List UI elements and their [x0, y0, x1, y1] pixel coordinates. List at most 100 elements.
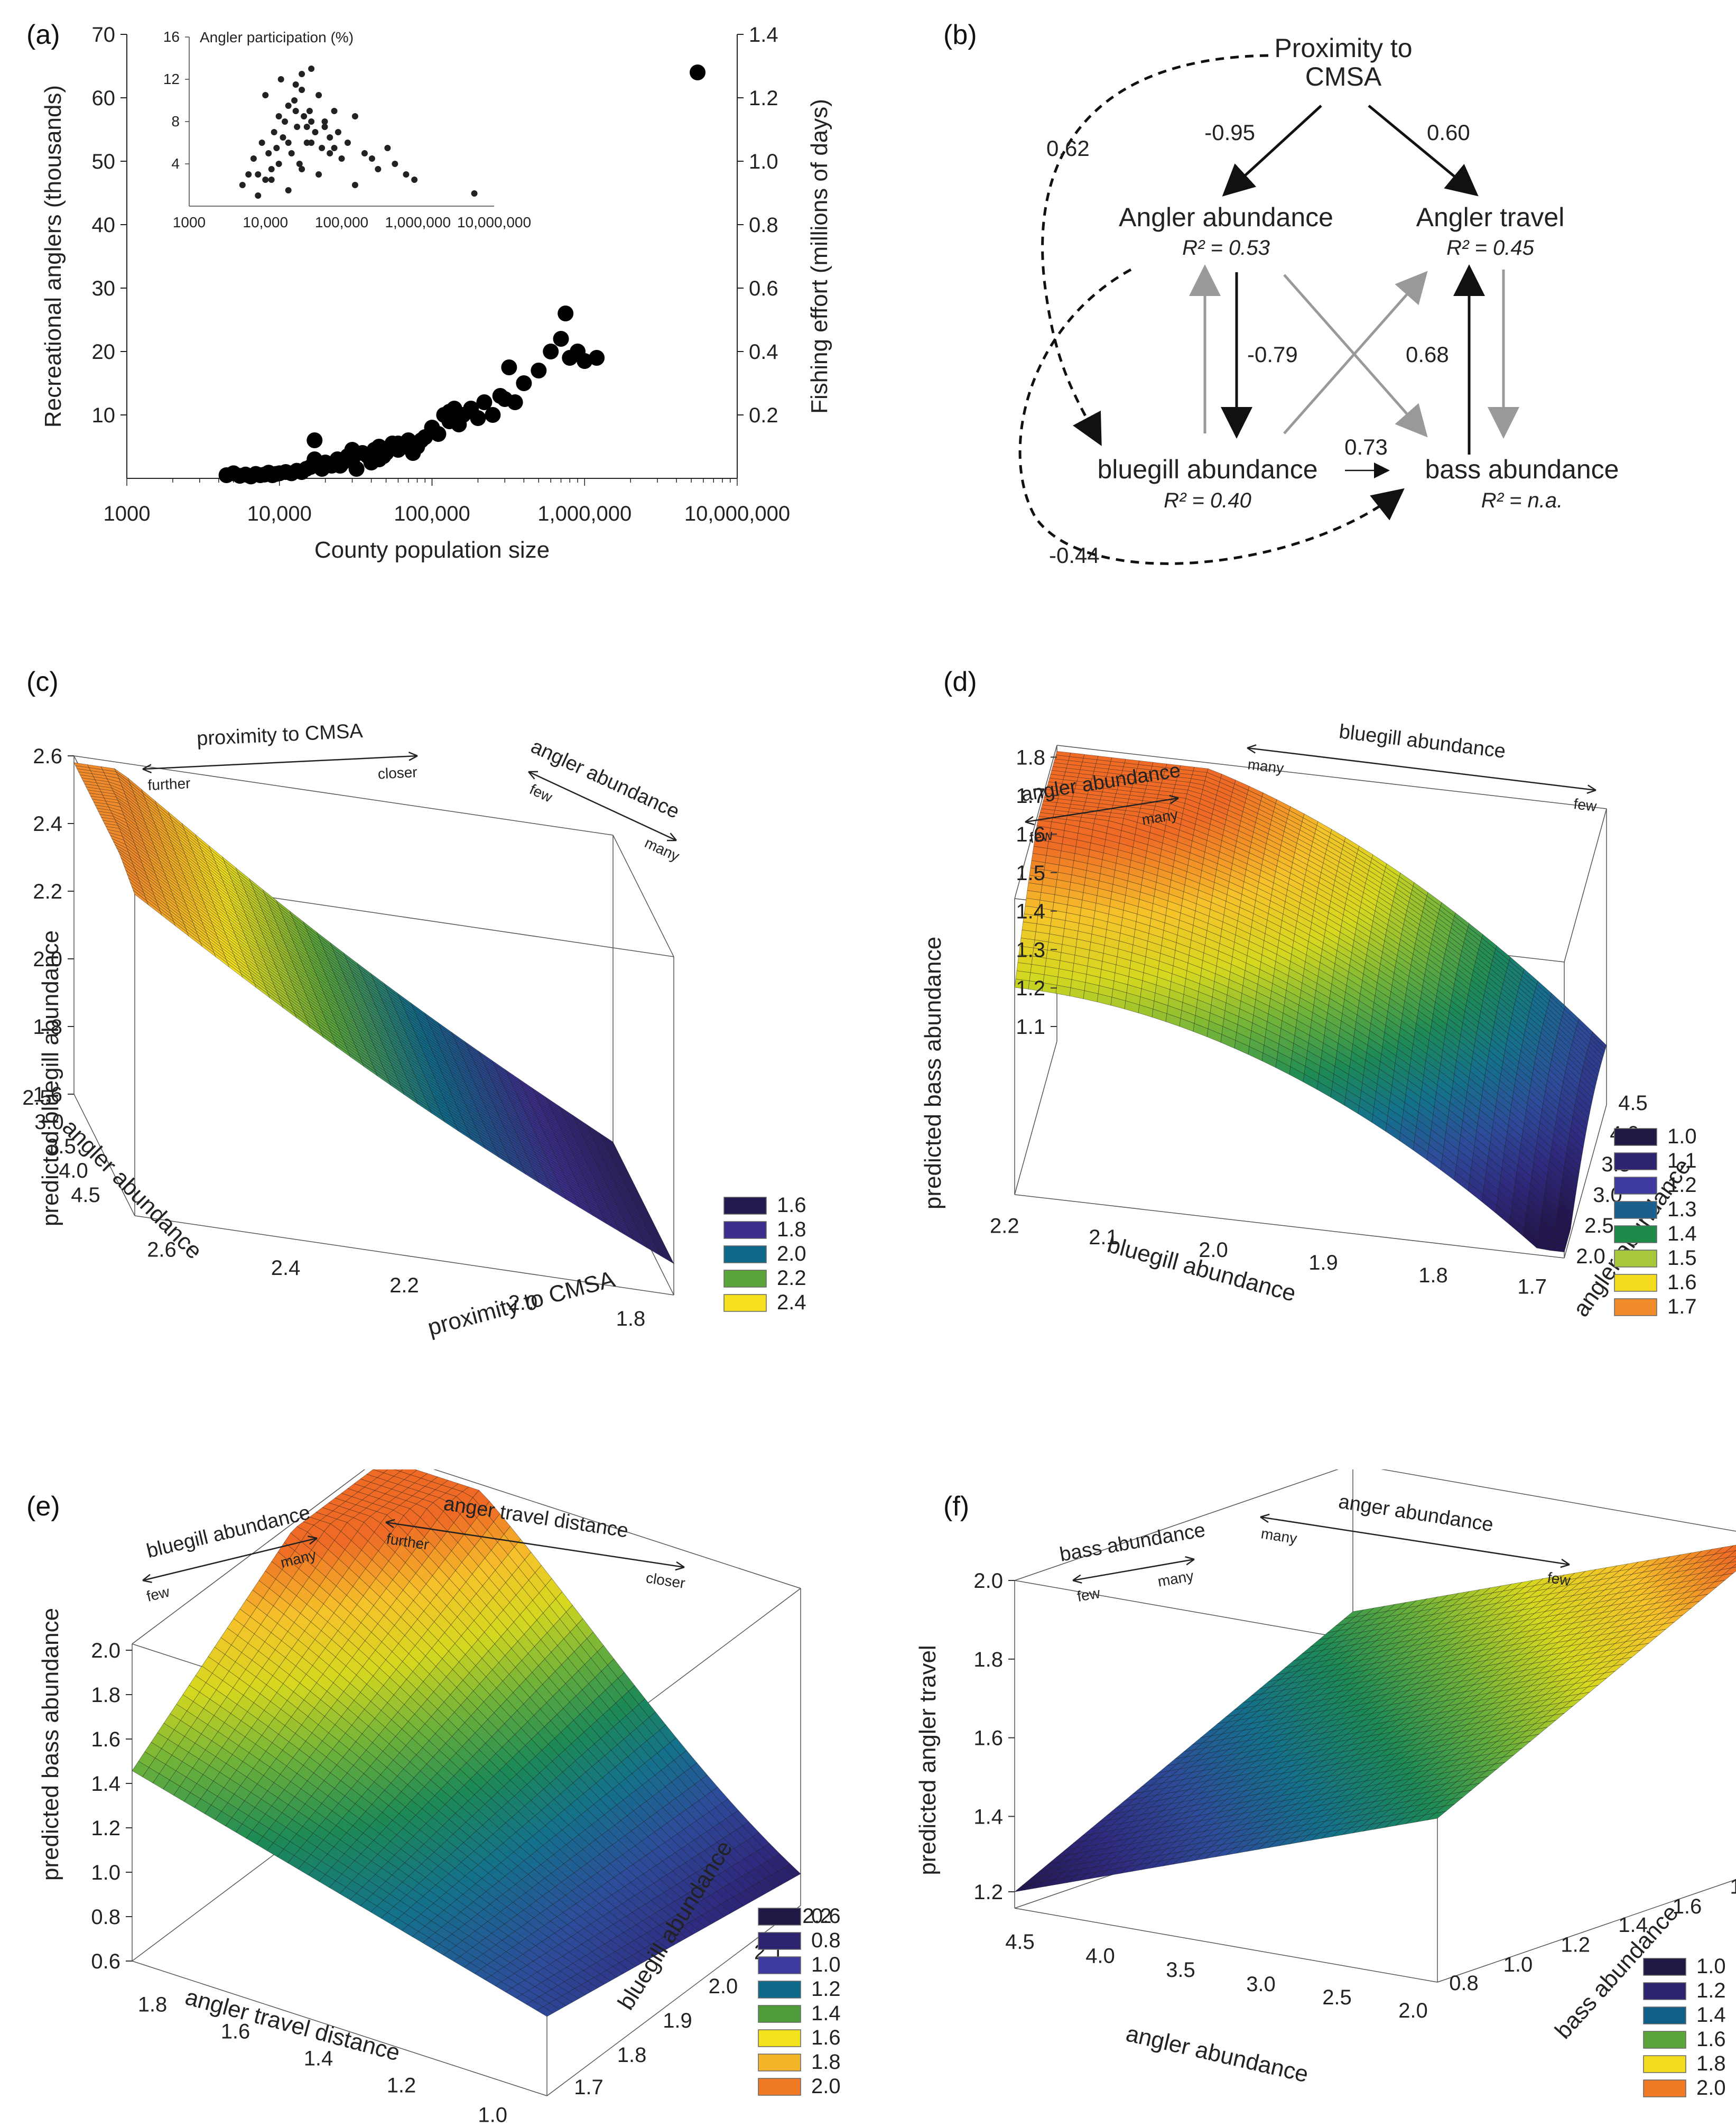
legend-label-d: 1.2: [1667, 1173, 1697, 1197]
inset-data-point: [285, 187, 292, 193]
x-tick-label-c: 2.4: [271, 1256, 301, 1280]
inset-data-point: [255, 171, 261, 178]
inset-title: Angler participation (%): [200, 29, 354, 45]
node-angler-travel-r2: R² = 0.45: [1446, 236, 1534, 260]
inset-data-point: [291, 97, 298, 104]
y-tick-label-a: 40: [92, 214, 116, 237]
box-edge-d: [1015, 1041, 1057, 1195]
inset-data-point: [308, 66, 314, 72]
legend-label-c: 2.2: [777, 1266, 806, 1290]
legend-label-c: 1.6: [777, 1194, 806, 1217]
z-tick-label-c: 2.4: [33, 812, 62, 836]
z-tick-label-d: 1.1: [1016, 1015, 1045, 1039]
z-tick-label-d: 1.2: [1016, 977, 1045, 1000]
inset-data-point: [352, 113, 358, 119]
edge-prox-ang-coef: -0.95: [1204, 120, 1255, 145]
x-tick-label-d: 1.9: [1308, 1251, 1338, 1274]
top-axis-title-d: bluegill abundance: [1338, 720, 1507, 763]
x-axis-label-c: proximity to CMSA: [425, 1266, 618, 1341]
legend-swatch-d: [1614, 1201, 1657, 1218]
inset-data-point: [307, 108, 313, 114]
data-point-a: [470, 410, 486, 426]
inset-data-point: [319, 145, 325, 151]
x-tick-label-a: 10,000,000: [684, 502, 790, 525]
z-axis-label-c: predicted bluegill abundance: [38, 930, 63, 1226]
legend-label-c: 1.8: [777, 1218, 806, 1241]
data-point-a: [558, 306, 573, 321]
inset-x-tick-label: 10,000,000: [457, 214, 531, 230]
legend-label-c: 2.4: [777, 1291, 806, 1314]
inset-data-point: [331, 145, 338, 151]
inset-data-point: [375, 166, 381, 172]
inset-data-point: [471, 190, 478, 197]
legend-label-d: 1.3: [1667, 1198, 1697, 1221]
inset-data-point: [312, 129, 318, 135]
y-tick-label-a: 70: [92, 23, 116, 47]
legend-swatch-c: [724, 1270, 766, 1287]
x-tick-label-c: 1.8: [616, 1307, 646, 1330]
y2-axis-label-a: Fishing effort (millions of days): [806, 99, 832, 414]
z-axis-label-d: predicted bass abundance: [920, 937, 946, 1209]
inset-data-point: [250, 155, 257, 162]
surface-chart-e: 0.60.81.01.21.41.61.82.01.81.61.41.21.01…: [0, 1469, 867, 2124]
data-point-a: [485, 407, 500, 423]
legend-swatch-d: [1614, 1226, 1657, 1243]
x-tick-label-a: 10,000: [247, 502, 312, 525]
panel-label-b: (b): [943, 19, 977, 51]
top-axis-right-d: few: [1573, 796, 1598, 815]
x-tick-label-a: 1000: [104, 502, 151, 525]
data-point-a: [501, 359, 517, 375]
inset-data-point: [301, 113, 307, 119]
data-point-a: [589, 350, 605, 366]
inset-data-point: [259, 140, 265, 146]
inset-data-point: [331, 108, 338, 114]
inset-y-tick-label: 8: [171, 113, 180, 130]
edge-ang-bass-coef: -0.44: [1049, 543, 1100, 568]
z-tick-label-d: 1.3: [1016, 938, 1045, 961]
inset-data-point: [299, 87, 305, 93]
legend-swatch-d: [1614, 1299, 1657, 1316]
box-edge-d: [1564, 809, 1607, 962]
x-tick-label-d: 1.7: [1517, 1275, 1547, 1299]
inset-data-point: [327, 134, 333, 141]
inset-data-point: [262, 92, 268, 98]
legend-swatch-d: [1614, 1250, 1657, 1267]
data-point-a: [390, 436, 406, 451]
inset-x-tick-label: 1000: [173, 214, 206, 230]
panel-label-a: (a): [26, 19, 60, 51]
legend-swatch-c: [724, 1294, 766, 1311]
node-proximity-line2: CMSA: [1305, 62, 1382, 91]
inset-data-point: [299, 71, 305, 77]
node-angler-abundance: Angler abundance: [1119, 202, 1333, 232]
data-point-a: [413, 432, 429, 448]
inset-data-point: [268, 177, 275, 183]
y2-tick-label-a: 0.8: [749, 214, 778, 237]
surface-chart-c: 1.61.82.02.22.42.62.62.42.22.01.82.53.03…: [0, 666, 867, 1395]
node-bass-r2: R² = n.a.: [1481, 489, 1563, 512]
y-tick-label-a: 10: [92, 404, 116, 427]
y2-tick-label-a: 1.2: [749, 87, 778, 110]
inset-data-point: [255, 192, 261, 199]
x-tick-label-a: 1,000,000: [537, 502, 632, 525]
x-tick-label-d: 1.8: [1418, 1264, 1448, 1287]
inset-data-point: [335, 129, 341, 135]
inset-data-point: [289, 150, 295, 156]
top-arrow-d: [1247, 748, 1596, 790]
data-point-a: [349, 461, 365, 477]
edge-blue-bass-coef: 0.73: [1344, 434, 1388, 459]
data-point-a: [441, 404, 457, 420]
inset-data-point: [352, 182, 358, 188]
data-point-a: [516, 375, 532, 391]
data-point-a: [371, 451, 387, 467]
inset-data-point: [321, 124, 328, 130]
inset-data-point: [282, 118, 288, 125]
inset-data-point: [276, 161, 282, 167]
y-tick-label-a: 60: [92, 87, 116, 110]
inset-data-point: [327, 150, 333, 156]
inset-x-tick-label: 10,000: [243, 214, 288, 230]
top-axis-right-c: closer: [377, 764, 417, 782]
node-angler-abundance-r2: R² = 0.53: [1182, 236, 1270, 260]
legend-swatch-c: [724, 1222, 766, 1238]
